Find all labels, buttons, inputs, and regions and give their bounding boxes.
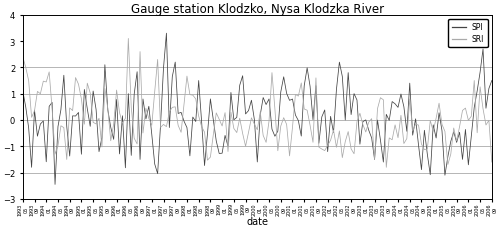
X-axis label: date: date xyxy=(246,216,268,226)
SRI xyxy=(152,91,158,94)
Line: SPI: SPI xyxy=(23,34,492,185)
SRI xyxy=(126,38,132,41)
SPI xyxy=(439,130,445,133)
SPI xyxy=(181,120,187,123)
SPI xyxy=(164,33,170,35)
SRI xyxy=(489,161,495,164)
SPI xyxy=(20,90,26,93)
SRI xyxy=(196,115,202,118)
SPI xyxy=(152,163,158,166)
SRI xyxy=(178,131,184,134)
SRI xyxy=(384,166,390,169)
Legend: SPI, SRI: SPI, SRI xyxy=(448,19,488,48)
SRI xyxy=(471,80,477,82)
SPI xyxy=(489,80,495,82)
SRI xyxy=(416,124,422,127)
Title: Gauge station Klodzko, Nysa Klodzka River: Gauge station Klodzko, Nysa Klodzka Rive… xyxy=(130,3,384,16)
SPI xyxy=(416,144,422,147)
SRI xyxy=(439,123,445,126)
SPI xyxy=(52,183,58,186)
SPI xyxy=(198,121,204,124)
SPI xyxy=(471,106,477,109)
Line: SRI: SRI xyxy=(23,39,492,168)
SRI xyxy=(20,56,26,59)
